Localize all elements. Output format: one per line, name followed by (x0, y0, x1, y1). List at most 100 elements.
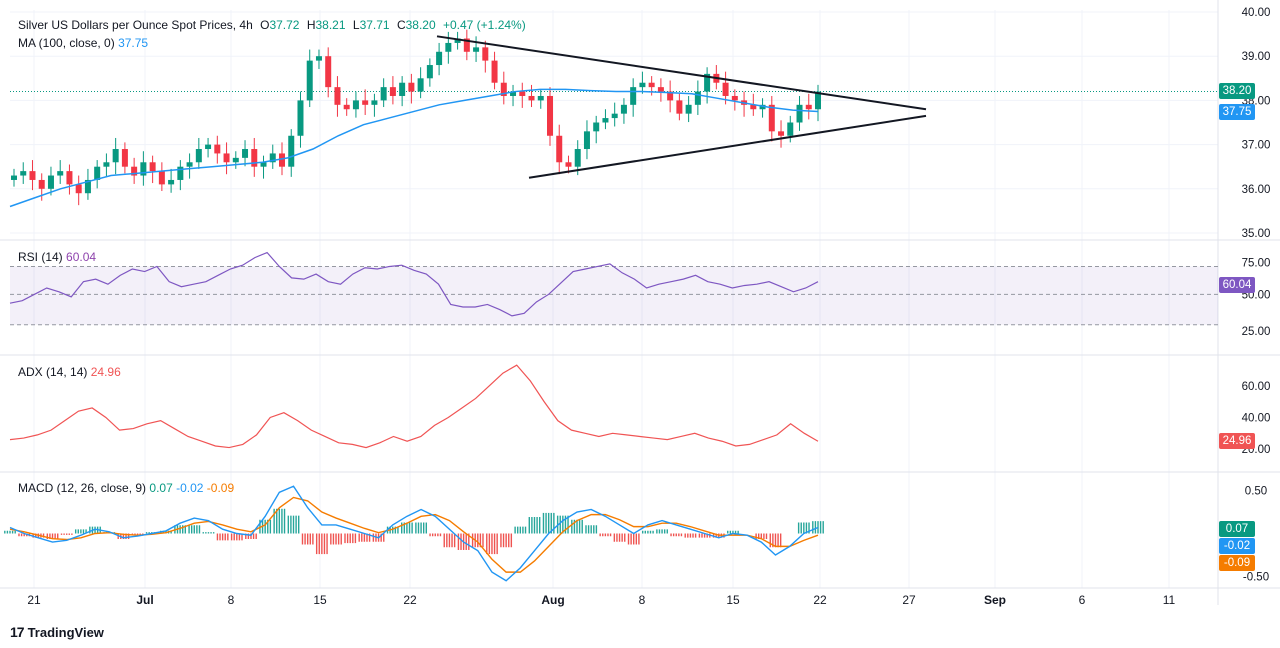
lower-trendline (528, 114, 927, 179)
macd-tick-label: -0.50 (1243, 571, 1269, 583)
candle-body (121, 149, 128, 167)
candle-body (315, 56, 322, 61)
candle-body (29, 171, 36, 180)
candle-body (547, 95, 553, 136)
x-tick-label: Aug (541, 593, 564, 607)
candle-body (408, 82, 415, 92)
candle-body (177, 166, 184, 180)
macd-signal-badge: -0.09 (1219, 555, 1255, 571)
candle-body (454, 38, 461, 43)
candle-body (343, 104, 350, 110)
macd-legend[interactable]: MACD (12, 26, close, 9) 0.07 -0.02 -0.09 (18, 481, 234, 495)
candle-body (583, 131, 590, 150)
rsi-badge: 60.04 (1219, 277, 1255, 293)
candles (11, 29, 821, 206)
candle-body (242, 149, 249, 158)
x-axis-labels[interactable]: 21 Jul 8 15 22 Aug 8 15 22 27 Sep 6 11 (27, 593, 1175, 607)
candle-body (325, 56, 332, 88)
high-value: 38.21 (315, 18, 346, 32)
candle-body (399, 82, 406, 96)
candle-body (426, 65, 433, 79)
macd-lines (9, 485, 819, 582)
macd-tick-label: 0.50 (1245, 486, 1267, 498)
candle-body (722, 82, 729, 96)
candle-body (84, 179, 91, 194)
candle-body (463, 38, 470, 52)
candle-body (500, 82, 507, 96)
candle-body (630, 87, 637, 105)
adx-value: 24.96 (90, 365, 121, 379)
candle-body (149, 162, 156, 172)
candle-body (639, 82, 646, 88)
x-tick-label: 8 (639, 593, 646, 607)
rsi-polyline (9, 251, 819, 317)
tradingview-logo[interactable]: 17 TradingView (10, 624, 104, 640)
candle-body (445, 42, 452, 52)
candle-body (491, 60, 498, 83)
candle-body (168, 179, 175, 185)
candle-body (574, 149, 581, 167)
candle-body (611, 113, 618, 119)
adx-legend[interactable]: ADX (14, 14) 24.96 (18, 365, 121, 379)
candle-body (205, 144, 212, 150)
candle-body (436, 51, 443, 66)
candle-body (11, 175, 17, 180)
candle-body (380, 87, 387, 101)
ma-label: MA (100, close, 0) (18, 36, 115, 50)
ma-legend[interactable]: MA (100, close, 0) 37.75 (18, 36, 148, 50)
rsi-value: 60.04 (66, 250, 97, 264)
candle-body (186, 162, 193, 167)
symbol-legend[interactable]: Silver US Dollars per Ounce Spot Prices,… (18, 18, 526, 32)
macd-histogram (4, 508, 824, 555)
candle-body (593, 122, 600, 132)
price-tick-label: 35.00 (1242, 228, 1271, 240)
rsi-legend[interactable]: RSI (14) 60.04 (18, 250, 96, 264)
price-tick-label: 40.00 (1242, 7, 1271, 19)
symmetrical-triangle-trendlines[interactable] (436, 35, 927, 179)
price-badge: 38.20 (1219, 83, 1255, 99)
change-value: +0.47 (+1.24%) (442, 18, 526, 32)
macd-label: MACD (12, 26, close, 9) (18, 481, 147, 495)
candle-body (103, 162, 110, 167)
candle-body (288, 135, 295, 167)
macd-value-1: 0.07 (149, 481, 173, 495)
macd-value-2: -0.02 (176, 481, 204, 495)
x-tick-label: Jul (136, 593, 153, 607)
candle-body (75, 184, 82, 194)
candle-body (371, 100, 378, 105)
x-tick-label: 21 (27, 593, 41, 607)
candle-body (778, 131, 785, 136)
candle-body (537, 95, 544, 101)
price-tick-label: 36.00 (1242, 184, 1271, 196)
macd-value-3: -0.09 (206, 481, 235, 495)
candle-body (750, 104, 757, 110)
low-label: L (352, 18, 360, 32)
candle-body (334, 87, 341, 105)
candle-body (528, 95, 535, 101)
upper-trendline (436, 35, 927, 111)
candle-body (66, 171, 73, 185)
candle-body (648, 82, 655, 88)
x-tick-label: Sep (984, 593, 1006, 607)
rsi-line (9, 251, 819, 317)
price-tick-label: 39.00 (1242, 51, 1271, 63)
candle-body (47, 175, 54, 189)
rsi-band-fill (10, 266, 1218, 325)
candle-body (260, 162, 267, 167)
adx-label: ADX (14, 14) (18, 365, 88, 379)
ma-badge: 37.75 (1219, 104, 1255, 120)
open-value: 37.72 (269, 18, 300, 32)
x-tick-label: 15 (726, 593, 740, 607)
candle-body (805, 104, 812, 110)
rsi-band (10, 265, 1218, 326)
rsi-tick-label: 25.00 (1242, 326, 1271, 338)
candle-body (694, 91, 701, 105)
candle-body (20, 171, 27, 176)
candle-body (685, 104, 692, 114)
candle-body (112, 149, 119, 163)
price-tick-label: 37.00 (1242, 140, 1271, 152)
candle-body (158, 171, 165, 185)
candle-body (704, 73, 711, 92)
candle-body (417, 78, 424, 92)
